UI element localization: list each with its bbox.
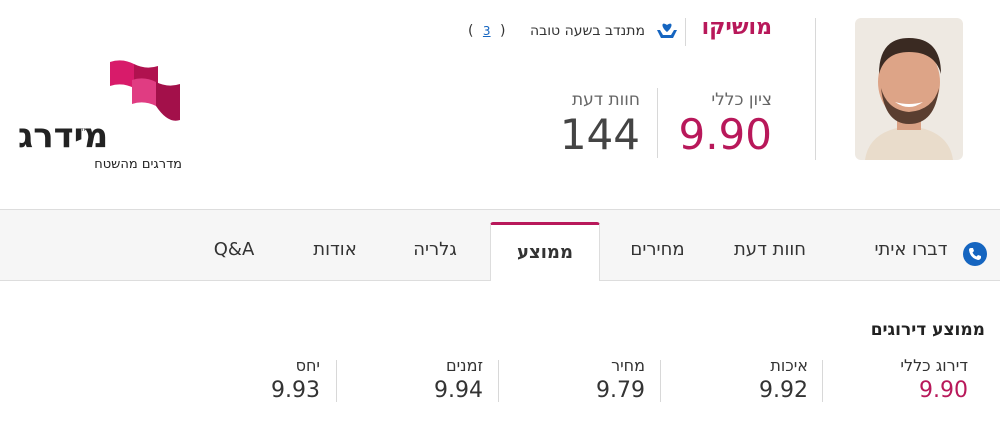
tab[interactable]: גלריה xyxy=(413,239,457,260)
logo-tm: ™ xyxy=(80,128,89,138)
tab-bar: דברו איתי חוות דעת מחירים ממוצע גלריה אודות Q&… xyxy=(0,209,1000,281)
volunteer-count: ( 3 ) xyxy=(468,23,505,39)
score-label: ציון כללי xyxy=(711,90,772,110)
rating-value: 9.79 xyxy=(596,378,645,403)
logo-name: מידרג xyxy=(18,116,109,156)
paren: ) xyxy=(500,23,506,39)
logo-tagline: מדרגים מהשטח xyxy=(94,157,182,172)
divider xyxy=(685,18,686,46)
divider xyxy=(498,360,499,402)
divider xyxy=(815,18,816,160)
volunteer-count-link[interactable]: 3 xyxy=(482,24,491,38)
reviews-label: חוות דעת xyxy=(571,90,640,110)
rating-label: איכות xyxy=(770,356,808,375)
divider xyxy=(657,88,658,158)
paren: ( xyxy=(468,23,474,39)
reviews-value: 144 xyxy=(559,110,640,159)
rating-value: 9.90 xyxy=(919,378,968,403)
tab[interactable]: דברו איתי xyxy=(860,222,990,280)
tab[interactable]: חוות דעת xyxy=(733,239,807,260)
logo-mark xyxy=(110,60,180,121)
rating-label: דירוג כללי xyxy=(900,356,968,375)
volunteer-label: מתנדב בשעה טובה xyxy=(529,23,645,39)
rating-value: 9.93 xyxy=(271,378,320,403)
rating-value: 9.94 xyxy=(434,378,483,403)
divider xyxy=(336,360,337,402)
tab[interactable]: אודות xyxy=(313,239,357,260)
divider xyxy=(822,360,823,402)
rating-label: זמנים xyxy=(445,356,483,375)
profile-name: מושיקו xyxy=(701,15,772,40)
profile-photo xyxy=(855,18,963,160)
tab[interactable]: Q&A xyxy=(213,239,255,260)
tab[interactable]: ממוצע xyxy=(490,222,600,281)
score-value: 9.90 xyxy=(678,110,772,159)
rating-label: מחיר xyxy=(611,356,645,375)
tab[interactable]: מחירים xyxy=(630,239,685,260)
divider xyxy=(660,360,661,402)
phone-icon xyxy=(963,242,987,266)
volunteer-icon xyxy=(657,23,677,38)
rating-label: יחס xyxy=(295,356,320,375)
section-title: ממוצע דירוגים xyxy=(870,320,985,340)
rating-value: 9.92 xyxy=(759,378,808,403)
